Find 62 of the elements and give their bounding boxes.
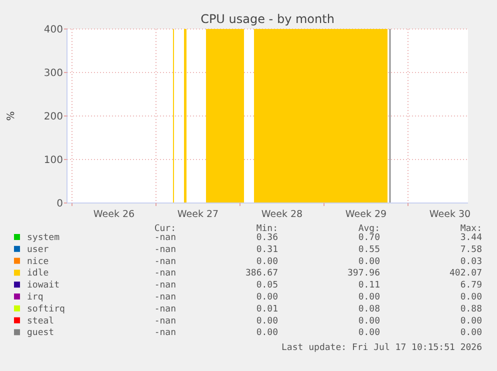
text: -nan [154, 244, 176, 255]
text: 7.58 [460, 244, 482, 255]
legend-label: nice [27, 256, 49, 267]
x-tick-label: Week 26 [93, 209, 135, 220]
x-tick-label: Week 27 [177, 209, 219, 220]
text: 0.01 [256, 304, 278, 314]
text: 0.03 [460, 256, 482, 267]
legend-label: softirq [27, 304, 65, 314]
text: 0.70 [358, 233, 380, 243]
text: -nan [154, 304, 176, 314]
text: 0.00 [460, 292, 482, 302]
text: 0.00 [256, 328, 278, 338]
text: 0.00 [256, 292, 278, 302]
legend-label: steal [27, 316, 54, 326]
text: 0.00 [460, 316, 482, 326]
text: 0.00 [358, 328, 380, 338]
text: 0.00 [358, 292, 380, 302]
y-tick-label: 300 [44, 68, 63, 79]
text: -nan [154, 268, 176, 279]
y-tick-label: 100 [44, 155, 63, 166]
text: -nan [154, 233, 176, 243]
text: 0.55 [358, 244, 380, 255]
y-tick-label: 0 [56, 198, 63, 210]
text: Cur: [154, 224, 176, 234]
text: 386.67 [245, 268, 278, 279]
chart-title: CPU usage - by month [200, 12, 334, 26]
text: 0.00 [256, 256, 278, 267]
legend-label: irq [27, 292, 44, 302]
text: Last update: Fri Jul 17 10:15:51 2026 [282, 343, 482, 353]
text: -nan [154, 256, 176, 267]
legend-label: guest [27, 328, 54, 338]
text: 0.00 [358, 256, 380, 267]
text: Max: [460, 224, 482, 234]
text: -nan [154, 292, 176, 302]
text: 0.36 [256, 233, 278, 243]
x-tick-label: Week 29 [345, 209, 387, 220]
text: 6.79 [460, 280, 482, 291]
text: 0.00 [460, 328, 482, 338]
y-axis-title: % [6, 111, 17, 121]
x-tick-label: Week 28 [261, 209, 303, 220]
text: 3.44 [460, 233, 482, 243]
text: -nan [154, 280, 176, 291]
legend-label: iowait [27, 280, 60, 291]
text: -nan [154, 328, 176, 338]
y-tick-label: 200 [44, 112, 63, 122]
legend-label: idle [27, 268, 49, 279]
text: -nan [154, 316, 176, 326]
text: 0.08 [358, 304, 380, 314]
text: 402.07 [449, 268, 482, 279]
text: Min: [256, 224, 278, 234]
legend-label: system [27, 233, 60, 243]
y-tick-label: 400 [44, 24, 63, 36]
text: 0.31 [256, 244, 278, 255]
text: 0.00 [358, 316, 380, 326]
text: 0.05 [256, 280, 278, 291]
text: Avg: [358, 224, 380, 234]
legend-label: user [27, 244, 50, 255]
text: 0.00 [256, 316, 278, 326]
text: 397.96 [347, 268, 380, 279]
text: 0.11 [358, 280, 380, 291]
x-tick-label: Week 30 [429, 209, 471, 220]
text: 0.88 [460, 304, 482, 314]
